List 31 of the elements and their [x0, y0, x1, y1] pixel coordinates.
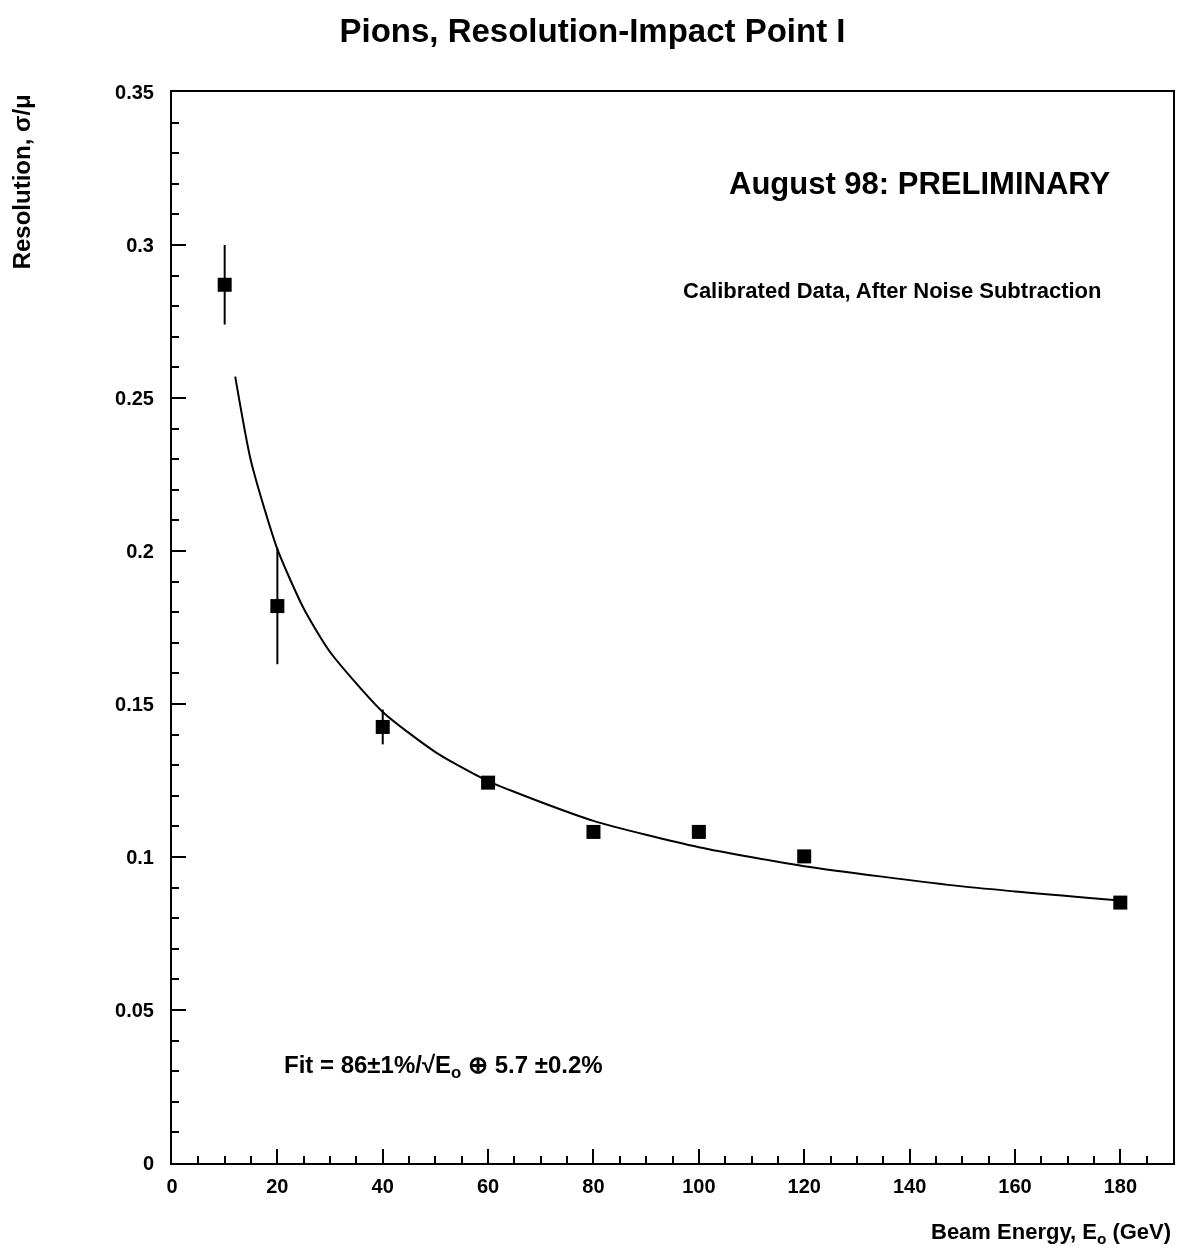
point [217, 277, 232, 292]
y-tick-label: 0.2 [126, 540, 154, 562]
x-tick-label: 140 [892, 1175, 927, 1197]
x-tick-label: 160 [998, 1175, 1032, 1197]
x-tick-label: 40 [371, 1175, 394, 1197]
x-axis-title: Beam Energy, E$_{o}$ (GeV) [931, 1219, 1172, 1247]
point [691, 824, 706, 839]
annotation: August 98: PRELIMINARY [729, 166, 1111, 201]
chart-title: Pions, Resolution-Impact Point I [339, 11, 846, 49]
point [586, 824, 601, 839]
x-tick-label: 0 [166, 1175, 178, 1197]
y-tick-label: 0.3 [126, 234, 154, 256]
y-tick-label: 0.35 [115, 81, 154, 103]
point [797, 849, 812, 864]
point [270, 599, 285, 614]
y-tick-label: 0.25 [115, 387, 154, 409]
y-axis-title: Resolution, σ/μ [8, 94, 36, 270]
point [375, 719, 390, 734]
x-tick-label: 80 [582, 1175, 605, 1197]
y-tick-label: 0.1 [126, 846, 154, 868]
x-tick-label: 60 [476, 1175, 500, 1197]
annotation: Fit = 86±1%/√E$_{o}$ ⊕ 5.7 ±0.2% [284, 1051, 603, 1083]
x-tick-label: 100 [682, 1175, 716, 1197]
y-tick-label: 0 [142, 1152, 154, 1174]
y-tick-label: 0.05 [115, 999, 154, 1021]
annotation: Calibrated Data, After Noise Subtraction [683, 278, 1102, 303]
y-tick-label: 0.15 [115, 693, 154, 715]
x-tick-label: 120 [787, 1175, 821, 1197]
x-tick-label: 20 [266, 1175, 289, 1197]
point [1113, 895, 1128, 910]
x-tick-label: 180 [1103, 1175, 1138, 1197]
